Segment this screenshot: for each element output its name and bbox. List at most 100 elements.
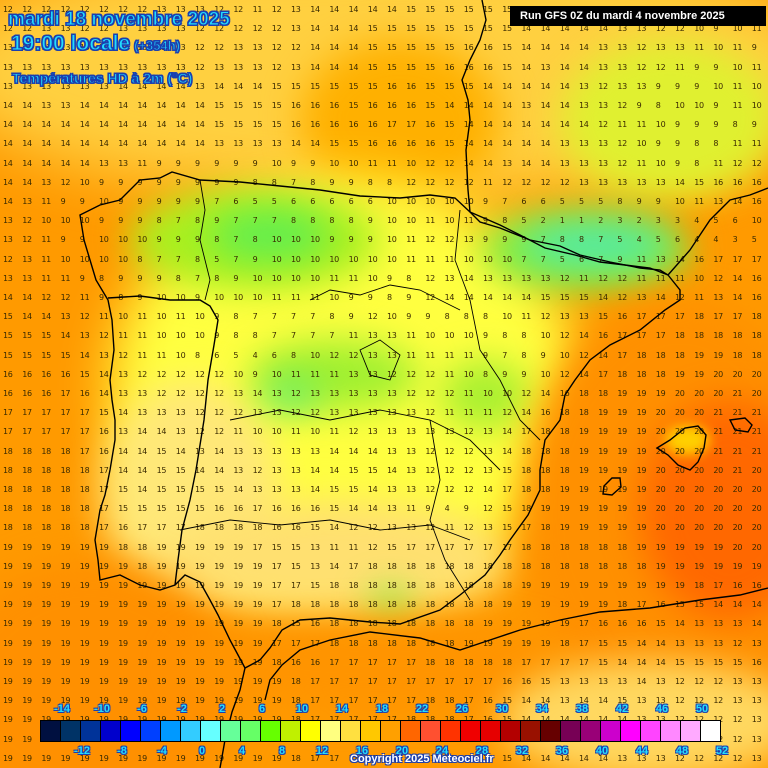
temperature-value: 11 [137,312,147,322]
temperature-value: 14 [99,120,109,130]
temperature-value: 13 [579,101,589,110]
temperature-value: 19 [99,638,109,648]
colorbar-label-top: 6 [258,703,266,715]
temperature-value: 14 [579,331,589,341]
temperature-value: 3 [675,216,680,226]
temperature-value: 17 [367,753,378,763]
temperature-value: 13 [175,43,186,53]
temperature-value: 17 [310,696,320,706]
temperature-value: 14 [598,715,608,725]
temperature-value: 12 [291,43,301,53]
temperature-value: 18 [387,638,397,648]
temperature-value: 18 [655,369,666,379]
temperature-value: 14 [22,139,32,149]
temperature-value: 15 [463,81,474,91]
temperature-value: 12 [214,5,224,14]
temperature-value: 16 [406,139,416,149]
temperature-value: 14 [483,120,493,130]
temperature-value: 15 [41,331,51,341]
temperature-value: 8 [329,216,335,226]
temperature-value: 15 [732,657,743,667]
temperature-value: 15 [22,331,32,341]
temperature-value: 13 [137,24,147,34]
temperature-value: 17 [521,523,531,533]
temperature-value: 14 [3,293,13,302]
temperature-value: 12 [425,293,435,302]
temperature-value: 16 [406,81,416,91]
temperature-value: 18 [694,312,704,322]
temperature-value: 9 [483,235,488,245]
temperature-value: 13 [271,408,282,418]
temperature-value: 18 [444,715,455,725]
temperature-value: 13 [156,43,167,53]
temperature-value: 18 [367,600,378,610]
temperature-value: 13 [137,389,147,398]
temperature-value: 19 [195,581,205,590]
temperature-value: 6 [367,197,373,206]
temperature-value: 20 [713,504,723,514]
temperature-value: 15 [233,101,243,110]
colorbar-label-bottom: 40 [595,745,609,757]
temperature-value: 15 [675,657,685,667]
temperature-value: 18 [3,446,13,456]
temperature-value: 10 [214,293,224,302]
temperature-value: 18 [291,696,301,706]
temperature-value: 19 [3,561,13,571]
colorbar-swatch [481,721,501,741]
temperature-value: 13 [751,715,762,725]
temperature-value: 5 [521,216,527,226]
temperature-value: 13 [252,408,263,418]
temperature-value: 16 [310,657,320,667]
temperature-value: 11 [310,369,320,379]
temperature-value: 15 [175,485,186,494]
temperature-value: 11 [367,158,378,168]
temperature-value: 9 [713,101,719,110]
temperature-value: 11 [694,293,704,302]
temperature-value: 19 [41,657,51,667]
temperature-value: 14 [156,81,167,91]
temperature-value: 13 [156,408,167,418]
temperature-value: 9 [137,177,143,187]
temperature-value: 11 [694,43,704,53]
temperature-value: 6 [579,254,584,264]
temperature-value: 14 [3,101,13,110]
temperature-value: 3 [617,216,623,226]
temperature-value: 19 [118,619,128,629]
temperature-value: 12 [214,43,224,53]
temperature-value: 8 [367,177,373,187]
temperature-value: 19 [41,677,51,686]
temperature-value: 7 [540,254,546,264]
temperature-value: 17 [310,677,320,686]
temperature-value: 11 [156,350,167,360]
temperature-value: 17 [99,485,109,494]
temperature-value: 19 [41,600,51,610]
temperature-value: 19 [271,696,282,706]
temperature-value: 9 [655,197,661,206]
temperature-value: 13 [751,696,762,706]
temperature-value: 16 [310,120,320,130]
temperature-value: 9 [483,331,488,341]
temperature-value: 16 [22,369,32,379]
temperature-value: 13 [713,619,723,629]
temperature-value: 13 [291,465,301,475]
temperature-value: 19 [60,600,71,610]
temperature-value: 17 [99,504,109,514]
temperature-value: 17 [463,753,474,763]
temperature-value: 20 [655,504,666,514]
temperature-value: 9 [425,504,431,514]
temperature-value: 10 [156,312,167,322]
temperature-value: 15 [598,638,608,648]
colorbar-swatch [561,721,581,741]
temperature-value: 19 [636,485,647,494]
temperature-value: 9 [291,158,296,168]
north-africa-yellow [500,660,768,768]
temperature-value: 19 [579,581,589,590]
temperature-value: 13 [271,139,282,149]
temperature-value: 14 [156,120,167,130]
temperature-value: 18 [694,331,704,341]
temperature-value: 19 [252,657,263,667]
temperature-value: 19 [175,677,186,686]
temperature-value: 19 [271,715,282,725]
morocco-west-coast [219,667,246,768]
temperature-value: 18 [425,581,435,590]
